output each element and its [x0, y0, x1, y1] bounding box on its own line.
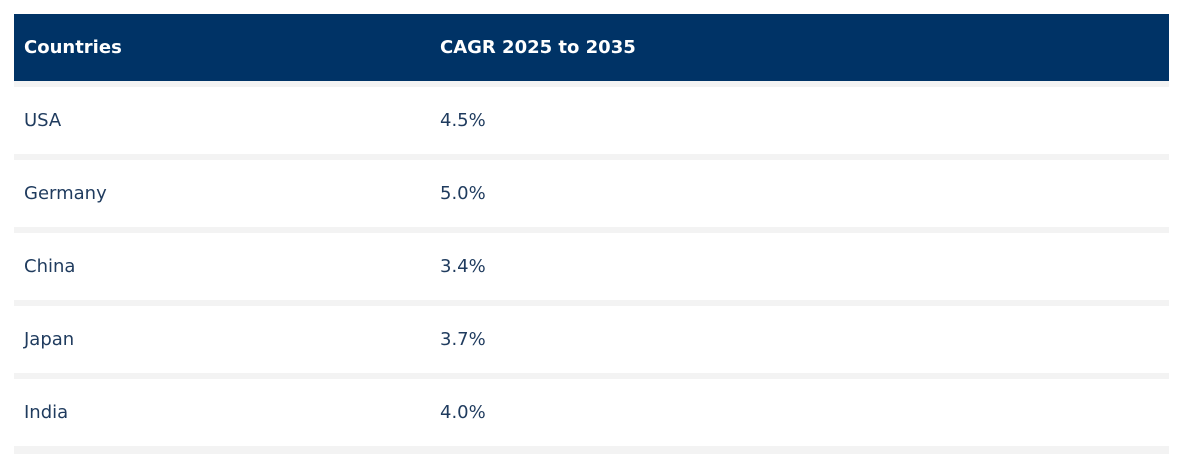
country-cell: Japan: [24, 329, 75, 350]
cagr-cell: 4.5%: [440, 110, 486, 131]
cagr-table-container: Countries CAGR 2025 to 2035 USA 4.5% Ger…: [14, 14, 1169, 454]
row-spacer: [14, 227, 1169, 233]
row-spacer: [14, 81, 1169, 87]
spacer-cell: [14, 300, 1169, 306]
table-header: Countries CAGR 2025 to 2035: [14, 14, 1169, 81]
table-row: China 3.4%: [14, 233, 1169, 300]
country-cell: Germany: [24, 183, 107, 204]
header-countries: Countries: [24, 37, 122, 58]
country-cell: China: [24, 256, 76, 277]
cagr-cell: 4.0%: [440, 402, 486, 423]
country-cell: India: [24, 402, 69, 423]
header-row: Countries CAGR 2025 to 2035: [14, 14, 1169, 81]
table-row: India 4.0%: [14, 379, 1169, 446]
row-spacer: [14, 154, 1169, 160]
spacer-cell: [14, 81, 1169, 87]
row-spacer: [14, 373, 1169, 379]
cagr-table: Countries CAGR 2025 to 2035 USA 4.5% Ger…: [14, 14, 1169, 446]
table-body: USA 4.5% Germany 5.0% China 3.4% Japan 3…: [14, 81, 1169, 446]
cagr-cell: 3.7%: [440, 329, 486, 350]
spacer-cell: [14, 154, 1169, 160]
table-row: USA 4.5%: [14, 87, 1169, 154]
table-row: Germany 5.0%: [14, 160, 1169, 227]
cagr-cell: 3.4%: [440, 256, 486, 277]
spacer-cell: [14, 373, 1169, 379]
row-spacer: [14, 300, 1169, 306]
spacer-cell: [14, 227, 1169, 233]
country-cell: USA: [24, 110, 62, 131]
table-row: Japan 3.7%: [14, 306, 1169, 373]
cagr-cell: 5.0%: [440, 183, 486, 204]
header-cagr: CAGR 2025 to 2035: [440, 37, 636, 58]
